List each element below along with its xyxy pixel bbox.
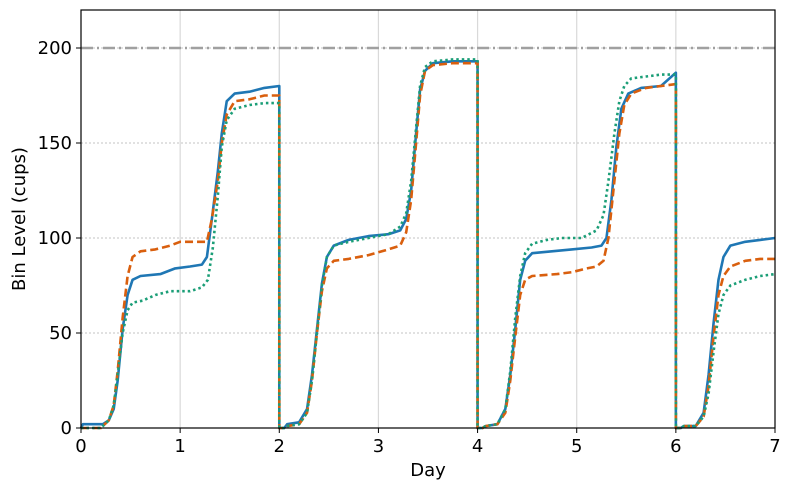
- x-axis: 0 1 2 3 4 5 6 7: [75, 428, 781, 457]
- y-axis-label: Bin Level (cups): [9, 147, 30, 291]
- plot-frame: [80, 9, 776, 429]
- y-tick-label: 200: [38, 38, 72, 59]
- x-tick-label: 5: [571, 436, 582, 457]
- x-tick-label: 7: [769, 436, 780, 457]
- x-tick-label: 0: [75, 436, 86, 457]
- y-tick-label: 0: [61, 418, 72, 439]
- x-tick-label: 4: [472, 436, 483, 457]
- y-axis: 0 50 100 150 200: [38, 38, 81, 439]
- x-tick-label: 1: [174, 436, 185, 457]
- y-tick-label: 150: [38, 133, 72, 154]
- x-tick-label: 6: [670, 436, 681, 457]
- x-tick-label: 2: [274, 436, 285, 457]
- series-line-dashed: [81, 61, 775, 430]
- y-tick-label: 100: [38, 228, 72, 249]
- y-tick-label: 50: [49, 323, 72, 344]
- x-axis-label: Day: [410, 460, 446, 481]
- plot-area: [79, 58, 776, 430]
- x-tick-label: 3: [373, 436, 384, 457]
- series-line-dotted: [81, 58, 776, 430]
